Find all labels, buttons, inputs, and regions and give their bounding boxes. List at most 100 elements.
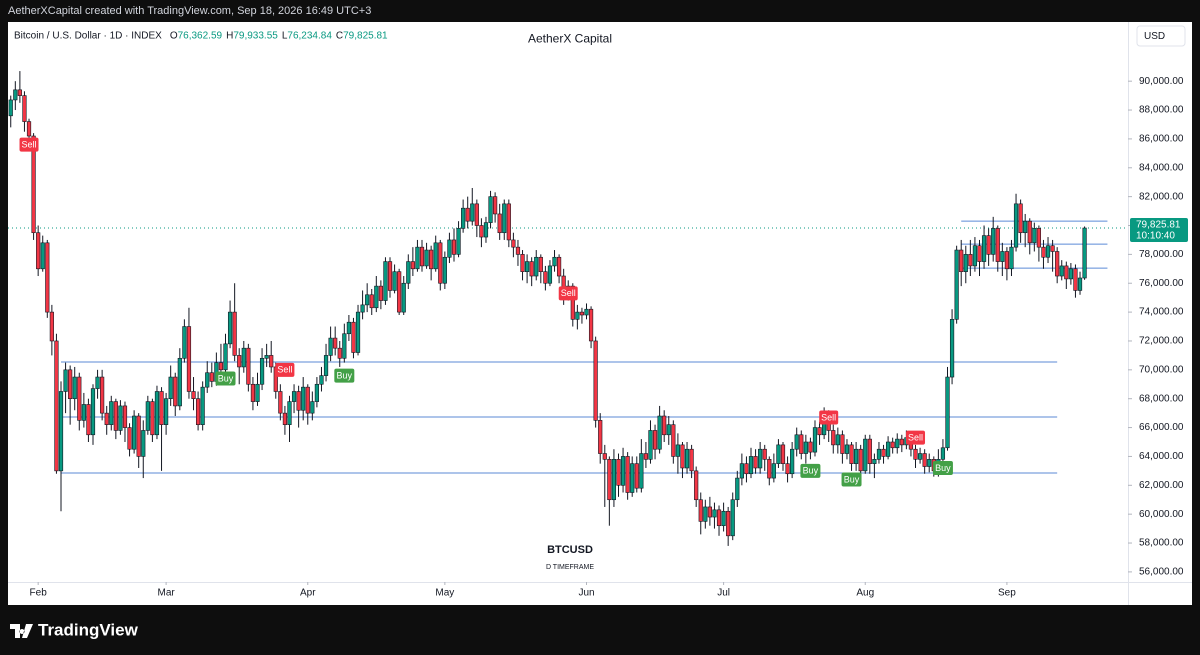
currency-button[interactable]: [1136, 25, 1186, 47]
candle-body: [1045, 245, 1051, 258]
candle-body: [657, 415, 662, 450]
candle-body: [392, 271, 397, 291]
candle-body: [584, 308, 589, 316]
candle-body: [351, 321, 356, 353]
candle-body: [387, 261, 393, 291]
candle-body: [132, 415, 137, 450]
candle-body: [840, 434, 845, 454]
legend-key: C: [336, 30, 343, 41]
candle-body: [945, 376, 950, 449]
candle-body: [794, 434, 799, 450]
candle-body: [831, 430, 836, 446]
candle-body: [497, 213, 502, 234]
candle-body: [145, 401, 150, 431]
candle-body: [104, 412, 109, 425]
candle-body: [118, 405, 123, 431]
candle-body: [776, 444, 781, 464]
candle-body: [1000, 251, 1005, 262]
candle-body: [109, 401, 114, 425]
signal-box: [906, 430, 926, 445]
candle-body: [849, 444, 854, 464]
candle-body: [186, 326, 192, 392]
candle-body: [259, 357, 265, 385]
candle-body: [77, 376, 82, 421]
signal-box: [275, 362, 295, 377]
candle-body: [113, 401, 118, 431]
candle-body: [666, 424, 671, 436]
candle-body: [68, 369, 73, 400]
legend-key: L: [282, 30, 288, 41]
candle-body: [817, 427, 822, 436]
x-tick-label: May: [435, 588, 454, 599]
candle-body: [977, 245, 982, 262]
candle-body: [287, 401, 292, 425]
candle-body: [968, 254, 973, 267]
candle-body: [854, 448, 859, 464]
candle-body: [154, 391, 160, 436]
signal-label: Sell: [277, 365, 292, 375]
candle-body: [141, 430, 146, 457]
candle-body: [529, 261, 534, 277]
candle-body: [703, 506, 708, 522]
y-tick-label: 76,000.00: [1139, 278, 1184, 289]
candle-body: [648, 430, 653, 460]
y-tick-label: 72,000.00: [1139, 336, 1184, 347]
candle-body: [598, 420, 603, 454]
candle-body: [735, 477, 740, 501]
candle-body: [95, 376, 100, 389]
candle-body: [447, 239, 452, 258]
candle-body: [940, 447, 946, 460]
candle-body: [858, 448, 863, 472]
candle-body: [319, 375, 324, 385]
y-tick-label: 82,000.00: [1139, 191, 1184, 202]
candle-body: [1004, 251, 1010, 270]
x-tick-label: Sep: [998, 588, 1016, 599]
candle-body: [917, 453, 923, 460]
y-tick-label: 66,000.00: [1139, 422, 1184, 433]
candle-body: [200, 386, 205, 425]
header-text: AetherXCapital created with TradingView.…: [8, 5, 371, 17]
candle-body: [913, 448, 918, 460]
signal-label: Buy: [935, 463, 951, 473]
candle-body: [707, 506, 712, 518]
candle-body: [122, 405, 128, 428]
candle-body: [716, 509, 722, 527]
candle-body: [301, 386, 306, 411]
candle-body: [1009, 246, 1014, 270]
symbol: Bitcoin / U.S. Dollar · 1D · INDEX: [14, 30, 162, 41]
candle-body: [639, 453, 644, 489]
candle-body: [346, 321, 351, 335]
candle-body: [164, 398, 169, 425]
candle-body: [767, 459, 772, 479]
candle-body: [895, 438, 900, 449]
candle-body: [433, 242, 438, 270]
candle-body: [419, 246, 425, 267]
candle-body: [314, 383, 320, 402]
candle-body: [100, 376, 105, 414]
candle-body: [31, 135, 36, 234]
chart-pane: [8, 22, 1192, 605]
candle-body: [479, 225, 484, 238]
candle-body: [250, 383, 256, 402]
candle-body: [698, 499, 703, 522]
candle-body: [502, 203, 507, 234]
signal-box: [19, 137, 39, 152]
candle-body: [1027, 220, 1032, 244]
candle-body: [556, 256, 562, 277]
legend-text: Bitcoin / U.S. Dollar · 1D · INDEX O76,36…: [14, 30, 388, 41]
candle-body: [630, 463, 635, 493]
signal-label: Buy: [803, 466, 819, 476]
candle-body: [1082, 227, 1087, 279]
candle-body: [799, 434, 804, 454]
watermark-sub: D TIMEFRAME: [546, 564, 594, 571]
candle-body: [237, 355, 242, 368]
candle-body: [49, 311, 54, 342]
candle-body: [1036, 228, 1041, 248]
candle-body: [410, 261, 415, 270]
candle-body: [424, 249, 429, 267]
candle-body: [159, 391, 164, 425]
candle-body: [899, 438, 904, 446]
y-tick-label: 86,000.00: [1139, 134, 1184, 145]
candle-body: [694, 470, 699, 501]
candle-body: [360, 304, 365, 313]
